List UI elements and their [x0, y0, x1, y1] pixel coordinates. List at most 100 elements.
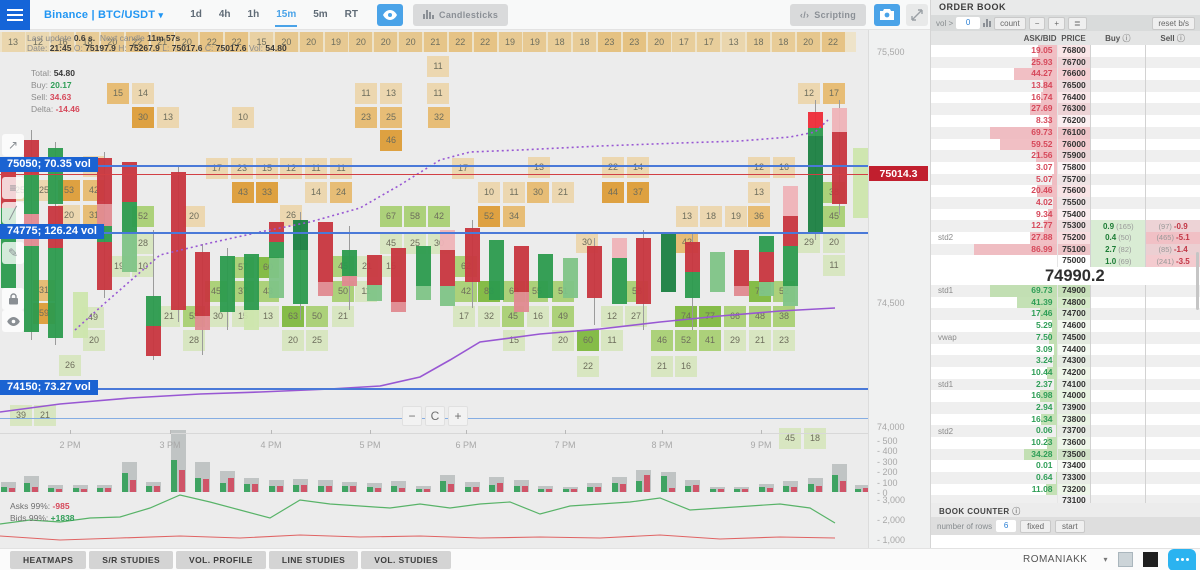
orderbook-row-ask[interactable]: 59.52 76000: [931, 138, 1200, 151]
screenshot-button[interactable]: [874, 3, 900, 26]
price-level-label[interactable]: 74150; 73.27 vol: [0, 380, 98, 395]
candle[interactable]: [269, 242, 284, 258]
orderbook-row-bid[interactable]: 17.46 74700: [931, 308, 1200, 321]
price-cell[interactable]: 76800: [1056, 45, 1091, 57]
candle[interactable]: [783, 216, 798, 246]
candle[interactable]: [808, 128, 823, 136]
orderbook-row-ask[interactable]: std2 27.88 75200 0.4 (50) (465) -5.1: [931, 232, 1200, 244]
candle[interactable]: [832, 108, 847, 132]
price-cell[interactable]: 73800: [1056, 413, 1091, 426]
zoom-in-button[interactable]: +: [448, 406, 468, 426]
col-price[interactable]: PRICE: [1061, 33, 1086, 43]
timeframe-4h[interactable]: 4h: [218, 8, 231, 20]
orderbook-row-ask[interactable]: 19.05 76800: [931, 45, 1200, 57]
trendline-tool-icon[interactable]: ↗: [2, 134, 24, 156]
orderbook-row-ask[interactable]: 27.69 76300: [931, 103, 1200, 116]
fullscreen-button[interactable]: [906, 3, 928, 26]
orderbook-row-ask[interactable]: 21.56 75900: [931, 150, 1200, 162]
orderbook-row-ask[interactable]: 13.84 76500: [931, 80, 1200, 92]
price-cell[interactable]: 74700: [1056, 308, 1091, 321]
candle[interactable]: [759, 252, 774, 282]
orderbook-row-bid[interactable]: 10.44 74200: [931, 366, 1200, 379]
candle[interactable]: [244, 310, 259, 330]
candle[interactable]: [685, 242, 700, 272]
candle[interactable]: [122, 232, 137, 272]
candle[interactable]: [293, 220, 308, 250]
fixed-button[interactable]: fixed: [1020, 519, 1052, 533]
tab-heatmaps[interactable]: HEATMAPS: [10, 550, 87, 569]
price-cell[interactable]: 75900: [1056, 150, 1091, 162]
timeframe-1d[interactable]: 1d: [190, 8, 202, 20]
tab-s-r-studies[interactable]: S/R STUDIES: [89, 550, 174, 569]
candle[interactable]: [612, 258, 627, 304]
symbol-selector[interactable]: Binance | BTC/USDT ▾: [44, 8, 164, 21]
account-selector[interactable]: ROMANIAKK ▾: [1022, 554, 1108, 565]
price-cell[interactable]: 74400: [1056, 343, 1091, 356]
price-cell[interactable]: 74200: [1056, 366, 1091, 379]
price-cell[interactable]: 73500: [1056, 448, 1091, 461]
price-cell[interactable]: 73300: [1056, 472, 1091, 484]
increase-rows-button[interactable]: +: [1048, 16, 1066, 30]
price-cell[interactable]: 73400: [1056, 460, 1091, 473]
orderbook-row-ask[interactable]: 20.46 75600: [931, 185, 1200, 197]
candle[interactable]: [587, 246, 602, 298]
price-cell[interactable]: 74600: [1056, 320, 1091, 332]
price-cell[interactable]: 75000: [1056, 255, 1091, 268]
price-level-label[interactable]: 75050; 70.35 vol: [0, 157, 98, 172]
ray-tool-icon[interactable]: ╱: [2, 202, 24, 224]
tab-vol-studies[interactable]: VOL. STUDIES: [361, 550, 452, 569]
candle[interactable]: [636, 238, 651, 304]
candle[interactable]: [685, 272, 700, 298]
list-icon[interactable]: ≣: [1068, 16, 1087, 30]
candle[interactable]: [73, 292, 88, 338]
reset-buysell-button[interactable]: reset b/s: [1152, 16, 1195, 30]
orderbook-row-bid[interactable]: 3.24 74300: [931, 355, 1200, 367]
tab-vol-profile[interactable]: VOL. PROFILE: [176, 550, 266, 569]
timeframe-5m[interactable]: 5m: [313, 8, 328, 20]
price-cell[interactable]: 73100: [1056, 495, 1091, 508]
histogram-icon[interactable]: [983, 19, 992, 27]
zoom-out-button[interactable]: −: [402, 406, 422, 426]
start-button[interactable]: start: [1055, 519, 1085, 533]
orderbook-row-bid[interactable]: std1 69.73 74900: [931, 285, 1200, 297]
visibility-button[interactable]: [377, 3, 404, 26]
orderbook-row-ask[interactable]: 44.27 76600: [931, 68, 1200, 81]
candle[interactable]: [783, 286, 798, 306]
price-cell[interactable]: 76700: [1056, 56, 1091, 69]
vol-filter-input[interactable]: 0: [956, 17, 981, 29]
candle[interactable]: [318, 282, 333, 296]
orderbook-row-ask[interactable]: 8.33 76200: [931, 115, 1200, 127]
candle[interactable]: [391, 302, 406, 312]
orderbook-row-ask[interactable]: 25.93 76700: [931, 56, 1200, 69]
orderbook-row-bid[interactable]: 41.39 74800: [931, 296, 1200, 309]
price-cell[interactable]: 73900: [1056, 401, 1091, 414]
candle[interactable]: [440, 286, 455, 306]
price-cell[interactable]: 76600: [1056, 68, 1091, 81]
price-cell[interactable]: 73700: [1056, 425, 1091, 437]
scrollbar[interactable]: [1196, 252, 1199, 310]
levels-tool-icon[interactable]: ≡: [2, 177, 24, 199]
price-cell[interactable]: 74000: [1056, 390, 1091, 402]
orderbook-row-ask[interactable]: 4.02 75500: [931, 196, 1200, 209]
price-cell[interactable]: 76100: [1056, 126, 1091, 139]
price-cell[interactable]: 76500: [1056, 80, 1091, 92]
candlesticks-button[interactable]: Candlesticks: [413, 3, 509, 26]
price-cell[interactable]: 73200: [1056, 483, 1091, 496]
price-cell[interactable]: 75800: [1056, 161, 1091, 174]
orderbook-row-bid[interactable]: 10.23 73600: [931, 437, 1200, 449]
candle[interactable]: [24, 246, 39, 332]
candle[interactable]: [853, 148, 868, 178]
candle[interactable]: [489, 240, 504, 300]
orderbook-row-ask[interactable]: 16.74 76400: [931, 91, 1200, 104]
orderbook-row-ask[interactable]: 5.07 75700: [931, 173, 1200, 186]
orderbook-row-bid[interactable]: 11.08 73200: [931, 483, 1200, 496]
price-cell[interactable]: 74800: [1056, 296, 1091, 309]
candle[interactable]: [563, 258, 578, 298]
price-cell[interactable]: 75500: [1056, 196, 1091, 209]
candle[interactable]: [48, 248, 63, 338]
candle[interactable]: [171, 172, 186, 310]
rows-input[interactable]: 6: [996, 520, 1017, 532]
orderbook-row-bid[interactable]: 5.29 74600: [931, 320, 1200, 332]
theme-light-swatch[interactable]: [1118, 552, 1133, 567]
candle[interactable]: [440, 250, 455, 286]
